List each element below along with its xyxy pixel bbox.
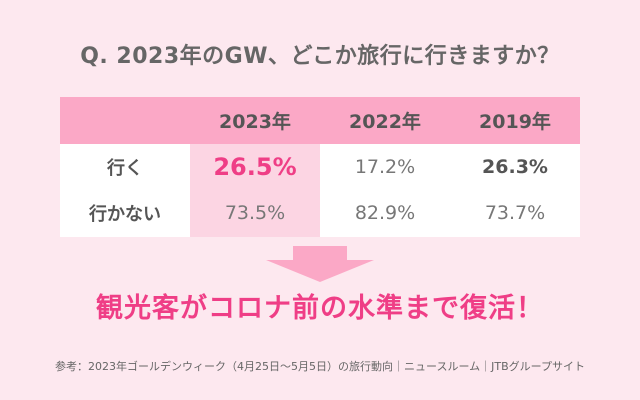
conclusion-text: 観光客がコロナ前の水準まで復活！ <box>96 293 544 324</box>
cell-go-2022: 17.2% <box>354 156 416 178</box>
table-header-row <box>60 97 580 144</box>
down-arrow-icon <box>266 246 374 282</box>
cell-go-2019: 26.3% <box>482 156 548 178</box>
question-title: Q. 2023年のGW、どこか旅行に行きますか？ <box>80 44 560 69</box>
column-header-2023: 2023年 <box>219 111 291 133</box>
column-header-2019: 2019年 <box>479 111 551 133</box>
cell-not-go-2019: 73.7% <box>484 202 546 224</box>
column-header-2022: 2022年 <box>349 111 421 133</box>
comparison-table: 2023年 2022年 2019年 行く 26.5% 17.2% 26.3% 行… <box>60 97 580 237</box>
cell-go-2023: 26.5% <box>213 153 297 181</box>
cell-not-go-2022: 82.9% <box>354 202 416 224</box>
highlight-column-2023 <box>190 144 320 237</box>
source-note: 参考：2023年ゴールデンウィーク（4月25日〜5月5日）の旅行動向｜ニュースル… <box>55 360 585 373</box>
row-label-go: 行く <box>107 158 143 179</box>
row-label-not-go: 行かない <box>89 204 161 225</box>
cell-not-go-2023: 73.5% <box>224 202 286 224</box>
